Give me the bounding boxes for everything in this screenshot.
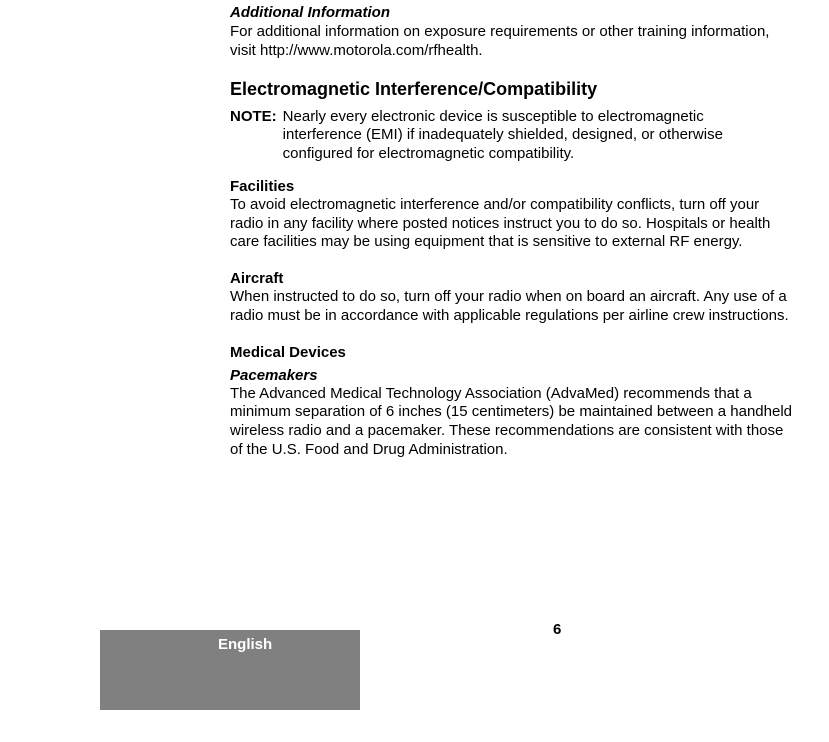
page-number: 6 (553, 621, 561, 638)
pacemakers-body: The Advanced Medical Technology Associat… (230, 385, 795, 460)
additional-info-title: Additional Information (230, 4, 795, 21)
footer-language-bar: English (100, 630, 360, 710)
aircraft-body: When instructed to do so, turn off your … (230, 288, 795, 326)
note-body: Nearly every electronic device is suscep… (283, 108, 795, 164)
aircraft-heading: Aircraft (230, 270, 795, 287)
emi-note: NOTE: Nearly every electronic device is … (230, 108, 795, 164)
page-content: Additional Information For additional in… (230, 4, 795, 478)
note-label: NOTE: (230, 108, 283, 164)
pacemakers-heading: Pacemakers (230, 367, 795, 384)
additional-info-body: For additional information on exposure r… (230, 23, 795, 61)
medical-heading: Medical Devices (230, 344, 795, 361)
facilities-body: To avoid electromagnetic interference an… (230, 196, 795, 252)
facilities-heading: Facilities (230, 178, 795, 195)
footer-language: English (100, 630, 272, 653)
emi-heading: Electromagnetic Interference/Compatibili… (230, 79, 795, 100)
